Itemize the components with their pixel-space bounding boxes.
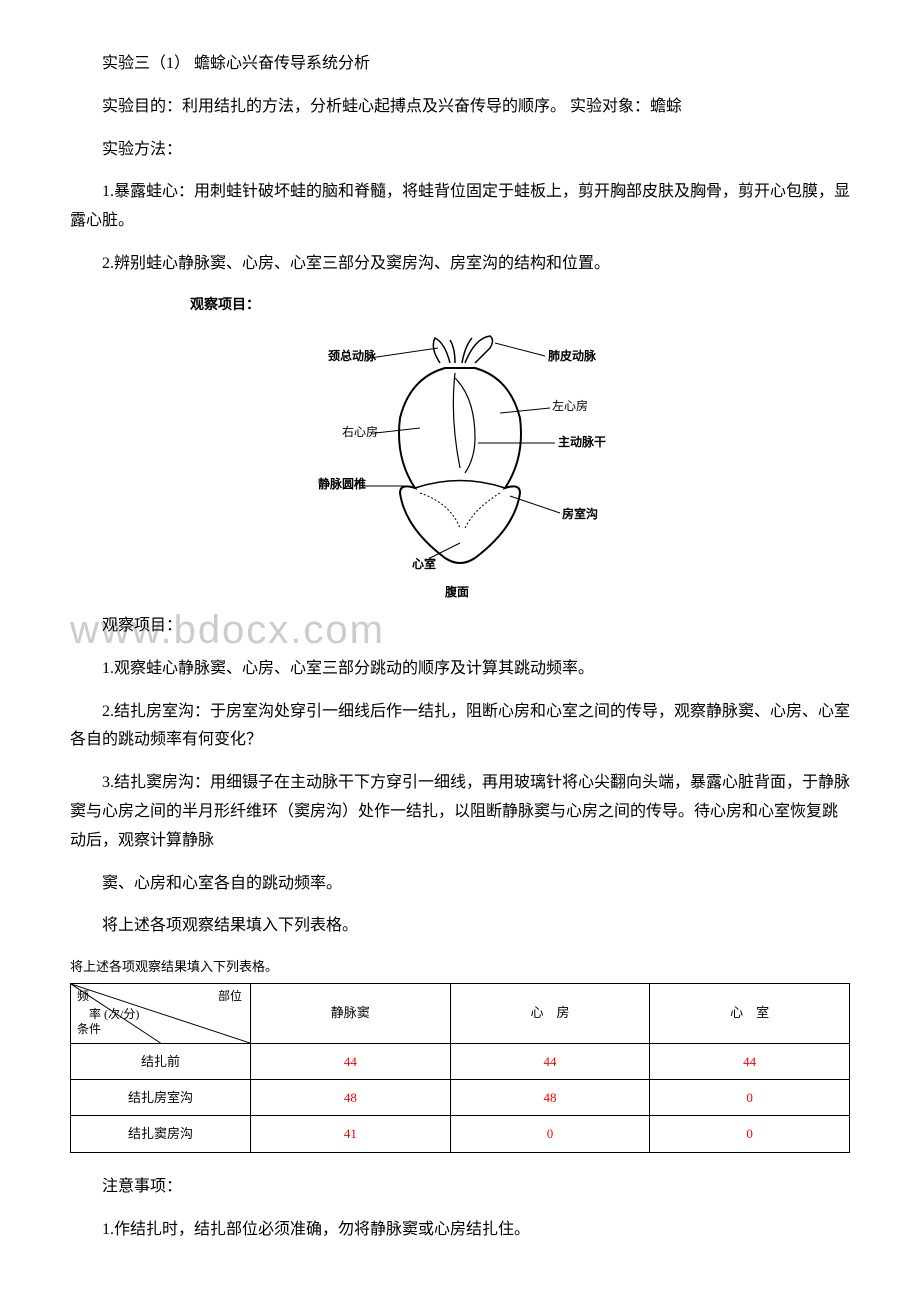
cell-value: 48 <box>450 1079 650 1115</box>
results-table: 频 部位 率 (次/分) 条件 静脉窦 心 房 心 室 结扎前 44 44 44 <box>70 983 850 1153</box>
cell-value: 0 <box>650 1079 850 1115</box>
purpose-text: 实验目的：利用结扎的方法，分析蛙心起搏点及兴奋传导的顺序。 实验对象：蟾蜍 <box>70 93 850 122</box>
label-zhudongmai: 主动脉干 <box>558 434 606 449</box>
cell-value: 41 <box>251 1116 451 1152</box>
method-label: 实验方法： <box>70 136 850 165</box>
observation-label-bold: 观察项目： <box>190 293 850 318</box>
col3a: 心 <box>730 1005 743 1020</box>
diag-freq: 频 <box>77 986 89 1008</box>
table-header-diagonal: 频 部位 率 (次/分) 条件 <box>71 983 251 1043</box>
table-row: 结扎窦房沟 41 0 0 <box>71 1116 850 1152</box>
label-zuoxinfang: 左心房 <box>552 398 588 413</box>
note-1: 1.作结扎时，结扎部位必须准确，勿将静脉窦或心房结扎住。 <box>70 1216 850 1245</box>
method-step-1: 1.暴露蛙心：用刺蛙针破坏蛙的脑和脊髓，将蛙背位固定于蛙板上，剪开胸部皮肤及胸骨… <box>70 178 850 236</box>
label-jingmai: 静脉圆椎 <box>318 476 366 491</box>
table-row: 结扎前 44 44 44 <box>71 1043 850 1079</box>
row-label: 结扎房室沟 <box>71 1079 251 1115</box>
cell-value: 0 <box>450 1116 650 1152</box>
table-col-1: 静脉窦 <box>251 983 451 1043</box>
observation-3: 3.结扎窦房沟：用细镊子在主动脉干下方穿引一细线，再用玻璃针将心尖翻向头端，暴露… <box>70 769 850 855</box>
diag-top-label: 部位 <box>218 986 242 1008</box>
table-col-3: 心 室 <box>650 983 850 1043</box>
table-intro-sub: 将上述各项观察结果填入下列表格。 <box>70 955 850 978</box>
table-header-row: 频 部位 率 (次/分) 条件 静脉窦 心 房 心 室 <box>71 983 850 1043</box>
col3b: 室 <box>756 1005 769 1020</box>
row-label: 结扎窦房沟 <box>71 1116 251 1152</box>
label-xinshi: 心室 <box>412 556 436 571</box>
observation-label: 观察项目： <box>70 612 850 641</box>
label-jingzong: 颈总动脉 <box>327 348 377 363</box>
title: 实验三（1） 蟾蜍心兴奋传导系统分析 <box>70 50 850 79</box>
row-label: 结扎前 <box>71 1043 251 1079</box>
label-fumian: 腹面 <box>445 584 469 599</box>
observation-3b: 窦、心房和心室各自的跳动频率。 <box>70 870 850 899</box>
cell-value: 44 <box>251 1043 451 1079</box>
cell-value: 48 <box>251 1079 451 1115</box>
label-youxinfang: 右心房 <box>342 424 378 439</box>
diag-bottom-label: 条件 <box>77 1019 101 1041</box>
heart-diagram: 颈总动脉 肺皮动脉 左心房 右心房 主动脉干 静脉圆椎 房室沟 心室 腹面 <box>300 328 620 608</box>
cell-value: 44 <box>450 1043 650 1079</box>
label-feipi: 肺皮动脉 <box>548 348 597 363</box>
col2b: 房 <box>556 1005 569 1020</box>
label-fangshi: 房室沟 <box>562 506 598 521</box>
cell-value: 44 <box>650 1043 850 1079</box>
col2a: 心 <box>530 1005 543 1020</box>
observation-2: 2.结扎房室沟：于房室沟处穿引一细线后作一结扎，阻断心房和心室之间的传导，观察静… <box>70 698 850 756</box>
cell-value: 0 <box>650 1116 850 1152</box>
method-step-2: 2.辨别蛙心静脉窦、心房、心室三部分及窦房沟、房室沟的结构和位置。 <box>70 250 850 279</box>
document-content: 实验三（1） 蟾蜍心兴奋传导系统分析 实验目的：利用结扎的方法，分析蛙心起搏点及… <box>70 50 850 1244</box>
table-row: 结扎房室沟 48 48 0 <box>71 1079 850 1115</box>
observation-1: 1.观察蛙心静脉窦、心房、心室三部分跳动的顺序及计算其跳动频率。 <box>70 655 850 684</box>
table-col-2: 心 房 <box>450 983 650 1043</box>
table-intro: 将上述各项观察结果填入下列表格。 <box>70 912 850 941</box>
notes-label: 注意事项： <box>70 1173 850 1202</box>
